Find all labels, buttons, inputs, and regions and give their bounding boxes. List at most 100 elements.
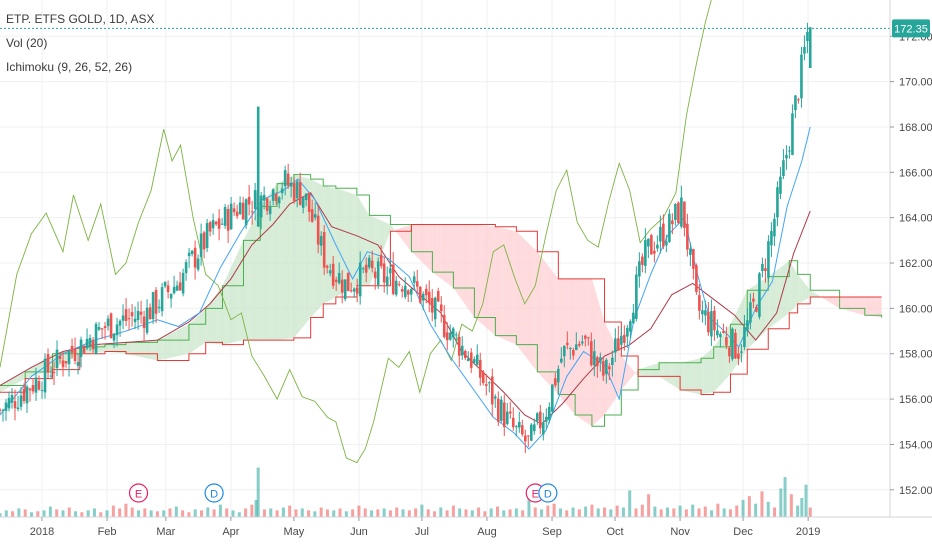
ichimoku-cloud-segment bbox=[356, 195, 359, 286]
ichimoku-cloud-segment bbox=[14, 376, 17, 385]
candle-body bbox=[728, 347, 731, 357]
candle-body bbox=[166, 285, 170, 293]
candle-body bbox=[220, 223, 224, 225]
candle-body bbox=[794, 95, 797, 111]
candle-body bbox=[391, 264, 395, 294]
ichimoku-cloud-segment bbox=[845, 297, 849, 311]
candle-body bbox=[79, 339, 83, 357]
ichimoku-cloud-segment bbox=[10, 378, 13, 387]
ichimoku-indicator-label[interactable]: Ichimoku (9, 26, 52, 26) bbox=[6, 60, 133, 74]
ichimoku-cloud-segment bbox=[411, 224, 414, 254]
candle-body bbox=[554, 378, 557, 386]
ichimoku-cloud-segment bbox=[281, 180, 284, 340]
price-axis-background bbox=[890, 0, 932, 517]
candle-body bbox=[307, 192, 311, 212]
ichimoku-cloud-segment bbox=[877, 297, 880, 318]
volume-bar bbox=[691, 504, 695, 517]
ichimoku-cloud-segment bbox=[178, 328, 181, 357]
volume-bar bbox=[521, 510, 525, 517]
symbol-title[interactable]: ETP. ETFS GOLD, 1D, ASX bbox=[6, 12, 155, 26]
volume-bar bbox=[558, 508, 562, 517]
candle-body bbox=[373, 271, 377, 279]
time-axis-label: Mar bbox=[156, 526, 175, 538]
candle-body bbox=[367, 257, 371, 268]
candle-body bbox=[526, 435, 530, 437]
candle-body bbox=[328, 270, 332, 274]
ichimoku-cloud-segment bbox=[386, 222, 389, 243]
candle-body bbox=[653, 250, 656, 254]
candle-body bbox=[797, 99, 800, 101]
candle-body bbox=[808, 27, 812, 69]
candle-body bbox=[496, 398, 500, 422]
time-axis-label: Dec bbox=[733, 526, 753, 538]
ichimoku-cloud-segment bbox=[134, 341, 137, 357]
ichimoku-cloud-segment bbox=[23, 371, 26, 380]
volume-indicator-label[interactable]: Vol (20) bbox=[6, 36, 48, 50]
volume-bar bbox=[181, 510, 185, 517]
volume-bar bbox=[288, 505, 292, 517]
candle-body bbox=[136, 310, 140, 321]
candle-body bbox=[280, 188, 284, 194]
candle-body bbox=[517, 421, 521, 428]
ichimoku-cloud-segment bbox=[854, 297, 857, 313]
candle-body bbox=[421, 293, 425, 301]
ichimoku-cloud-segment bbox=[25, 370, 28, 379]
ichimoku-cloud-segment bbox=[186, 324, 189, 355]
ichimoku-cloud-segment bbox=[495, 226, 498, 337]
ichimoku-cloud-segment bbox=[312, 180, 315, 316]
candle-body bbox=[575, 344, 578, 351]
ichimoku-cloud-segment bbox=[400, 227, 404, 241]
ichimoku-cloud-segment bbox=[507, 229, 511, 342]
candle-body bbox=[731, 328, 734, 360]
ichimoku-cloud-segment bbox=[193, 318, 196, 351]
ichimoku-cloud-segment bbox=[249, 223, 252, 341]
candle-body bbox=[439, 304, 443, 312]
ichimoku-cloud-segment bbox=[585, 278, 588, 424]
ichimoku-cloud-segment bbox=[295, 175, 299, 336]
candle-body bbox=[662, 223, 665, 247]
ichimoku-cloud-segment bbox=[803, 282, 807, 301]
ichimoku-cloud-segment bbox=[850, 297, 853, 312]
candle-body bbox=[584, 335, 587, 339]
ichimoku-cloud-segment bbox=[646, 366, 649, 377]
ichimoku-cloud-segment bbox=[377, 219, 380, 264]
candle-body bbox=[70, 345, 74, 353]
event-marker-label: E bbox=[135, 489, 142, 501]
ichimoku-cloud-segment bbox=[879, 297, 882, 318]
volume-bar bbox=[565, 510, 569, 517]
candle-body bbox=[397, 284, 401, 286]
volume-bar bbox=[174, 506, 178, 517]
volume-bar bbox=[162, 510, 166, 517]
volume-bar bbox=[55, 509, 59, 517]
candle-body bbox=[289, 182, 293, 187]
candle-body bbox=[593, 351, 596, 366]
candle-body bbox=[493, 396, 497, 399]
candle-body bbox=[325, 265, 329, 268]
candle-body bbox=[806, 31, 809, 42]
candle-body bbox=[683, 201, 686, 228]
volume-bar bbox=[754, 503, 758, 517]
candle-body bbox=[247, 196, 251, 205]
ichimoku-cloud-segment bbox=[835, 297, 838, 308]
ichimoku-cloud-segment bbox=[701, 356, 704, 395]
ichimoku-cloud-segment bbox=[499, 227, 502, 339]
ichimoku-cloud-segment bbox=[528, 243, 532, 364]
candle-body bbox=[76, 361, 80, 366]
candle-body bbox=[31, 385, 35, 392]
ichimoku-cloud-segment bbox=[191, 320, 194, 353]
candle-body bbox=[268, 206, 272, 215]
candle-body bbox=[334, 279, 338, 282]
ichimoku-cloud-segment bbox=[256, 210, 259, 341]
ichimoku-cloud-segment bbox=[560, 278, 563, 400]
volume-bar bbox=[653, 506, 657, 517]
ichimoku-cloud-segment bbox=[476, 224, 479, 322]
volume-bar bbox=[193, 509, 197, 517]
ichimoku-cloud-segment bbox=[577, 278, 580, 418]
candle-body bbox=[442, 315, 446, 337]
volume-bar bbox=[281, 507, 285, 517]
ichimoku-cloud-segment bbox=[873, 297, 876, 317]
ichimoku-cloud-segment bbox=[304, 177, 307, 326]
volume-bar bbox=[105, 510, 109, 517]
ichimoku-cloud-segment bbox=[497, 227, 500, 338]
